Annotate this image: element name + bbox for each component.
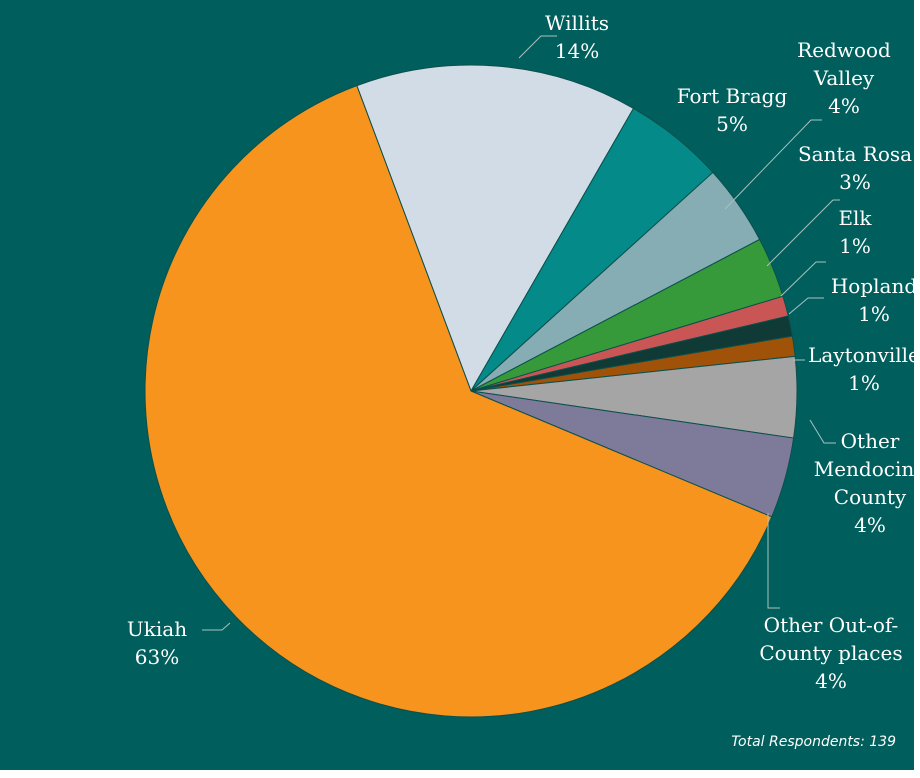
slice-label-line: Laytonville — [808, 343, 914, 367]
leader-line — [809, 419, 836, 444]
slice-label-line: Hopland — [831, 274, 914, 298]
slice-label-line: Elk — [838, 206, 872, 230]
slice-label-elk: Elk 1% — [838, 206, 872, 258]
slice-label-line: County — [834, 485, 907, 509]
slice-label-line: 1% — [858, 302, 890, 326]
slice-label-line: Redwood — [797, 38, 891, 62]
slice-label-line: County places — [759, 641, 902, 665]
slice-label-line: 3% — [839, 170, 871, 194]
leader-line — [780, 261, 826, 297]
slice-label-line: 4% — [854, 513, 886, 537]
total-respondents-note: Total Respondents: 139 — [731, 734, 896, 750]
leader-line — [766, 199, 840, 267]
leader-line — [788, 297, 824, 315]
slice-label-willits: Willits 14% — [545, 11, 609, 63]
slice-label-line: Fort Bragg — [677, 84, 788, 108]
leader-line — [518, 35, 557, 59]
slice-label-fort-bragg: Fort Bragg 5% — [677, 84, 788, 136]
slice-label-line: 4% — [815, 669, 847, 693]
slice-label-redwood-valley: Redwood Valley 4% — [797, 38, 891, 118]
slice-label-line: 4% — [828, 94, 860, 118]
slice-label-ukiah: Ukiah 63% — [127, 617, 187, 669]
leader-line — [202, 622, 231, 631]
slice-label-line: Valley — [813, 66, 875, 90]
slice-label-other-mendocino-county: Other Mendocino County 4% — [814, 429, 914, 537]
slice-label-line: 63% — [135, 645, 179, 669]
slice-label-laytonville: Laytonville 1% — [808, 343, 914, 395]
slice-label-line: Mendocino — [814, 457, 914, 481]
slice-label-santa-rosa: Santa Rosa 3% — [798, 142, 912, 194]
slice-label-line: 14% — [555, 39, 599, 63]
pie-slice-ukiah — [144, 84, 773, 718]
slice-label-other-out-of-county-places: Other Out-of- County places 4% — [759, 613, 902, 693]
slice-label-line: Other Out-of- — [764, 613, 899, 637]
slice-label-line: 1% — [848, 371, 880, 395]
leader-line — [767, 513, 780, 609]
leader-line — [724, 119, 822, 210]
slice-label-line: Willits — [545, 11, 609, 35]
slice-label-line: 5% — [716, 112, 748, 136]
slice-label-line: Santa Rosa — [798, 142, 912, 166]
slice-label-line: Other — [841, 429, 900, 453]
slice-label-line: 1% — [839, 234, 871, 258]
slice-label-line: Ukiah — [127, 617, 187, 641]
slice-label-hopland: Hopland 1% — [831, 274, 914, 326]
pie-slice-willits — [356, 64, 635, 393]
